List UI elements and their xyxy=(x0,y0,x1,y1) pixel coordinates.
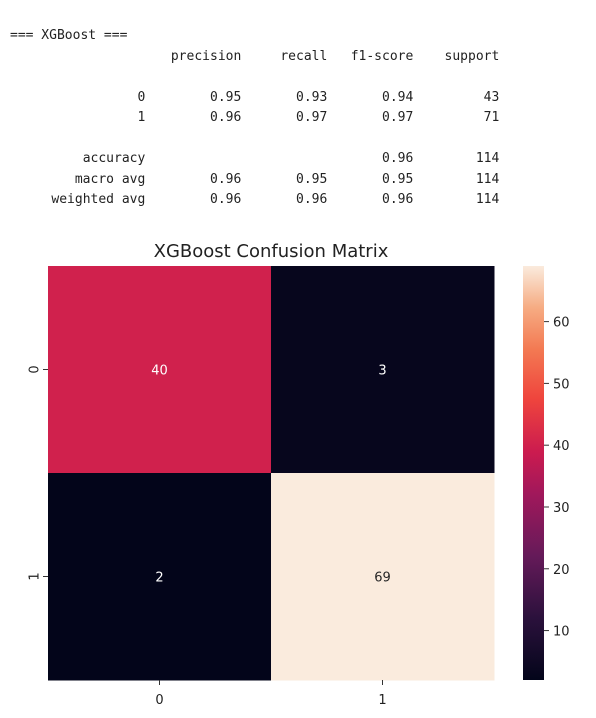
f1-value: 0.97 xyxy=(382,110,414,125)
report-row-macro-avg: macro avg 0.96 0.95 0.95 114 xyxy=(0,170,499,191)
f1-value: 0.96 xyxy=(382,192,414,207)
report-row-weighted-avg: weighted avg 0.96 0.96 0.96 114 xyxy=(0,190,499,211)
row-label: 1 xyxy=(137,110,146,125)
heatmap-cells: 40 3 2 69 xyxy=(48,266,495,681)
support-value: 43 xyxy=(483,89,500,105)
precision-value: 0.95 xyxy=(210,89,242,105)
precision-value: 0.96 xyxy=(210,192,242,207)
colorbar-tick-label: 10 xyxy=(553,625,570,640)
y-tick-label: 1 xyxy=(28,572,43,580)
column-recall: recall xyxy=(280,48,328,64)
recall-value: 0.93 xyxy=(296,89,328,105)
heatmap-cell-1-1 xyxy=(271,473,495,681)
row-label: accuracy xyxy=(82,151,146,166)
support-value: 114 xyxy=(475,171,500,187)
heatmap-cell-0-0 xyxy=(48,266,272,474)
colorbar-tick-label: 20 xyxy=(553,563,570,578)
report-header: === XGBoost === xyxy=(10,28,128,43)
row-label: 0 xyxy=(137,89,146,105)
cell-value-label-1-0: 2 xyxy=(155,571,163,586)
recall-value: 0.95 xyxy=(296,171,328,187)
row-label: weighted avg xyxy=(51,192,146,207)
heatmap-cell-1-0 xyxy=(48,473,272,681)
column-f1-score: f1-score xyxy=(350,48,414,64)
colorbar-axis: 10 20 30 40 50 60 xyxy=(544,316,570,640)
colorbar-tick-label: 50 xyxy=(553,377,570,392)
y-axis: 01 xyxy=(28,365,48,581)
y-tick-label: 0 xyxy=(28,365,43,373)
recall-value: 0.96 xyxy=(296,192,328,207)
f1-value: 0.95 xyxy=(382,171,414,187)
row-label: macro avg xyxy=(74,171,146,187)
recall-value: 0.97 xyxy=(296,110,328,125)
precision-value: 0.96 xyxy=(210,110,242,125)
x-tick-label: 1 xyxy=(378,693,386,708)
f1-value: 0.96 xyxy=(382,151,414,166)
chart-title: XGBoost Confusion Matrix xyxy=(154,241,389,262)
report-row-class-1: 1 0.96 0.97 0.97 71 xyxy=(0,108,499,129)
column-precision: precision xyxy=(170,48,242,64)
cell-value-label-0-1: 3 xyxy=(378,364,386,379)
colorbar xyxy=(523,266,544,680)
precision-value: 0.96 xyxy=(210,171,242,187)
cell-value-label-1-1: 69 xyxy=(374,571,391,586)
support-value: 71 xyxy=(483,110,500,125)
support-value: 114 xyxy=(475,192,500,207)
support-value: 114 xyxy=(475,151,500,166)
colorbar-tick-label: 30 xyxy=(553,501,570,516)
x-tick-label: 0 xyxy=(155,693,163,708)
report-columns-row: precision recall f1-score support xyxy=(0,47,499,68)
report-row-class-0: 0 0.95 0.93 0.94 43 xyxy=(0,88,499,109)
report-row-accuracy: accuracy 0.96 114 xyxy=(0,149,500,170)
cell-value-label-0-0: 40 xyxy=(151,364,168,379)
colorbar-tick-label: 40 xyxy=(553,439,570,454)
classification-report: === XGBoost === precision recall f1-scor… xyxy=(0,26,500,211)
heatmap-cell-0-1 xyxy=(271,266,495,474)
report-header-row: === XGBoost === xyxy=(0,26,127,47)
column-support: support xyxy=(444,48,500,64)
f1-value: 0.94 xyxy=(382,89,414,105)
colorbar-tick-label: 60 xyxy=(553,316,570,331)
